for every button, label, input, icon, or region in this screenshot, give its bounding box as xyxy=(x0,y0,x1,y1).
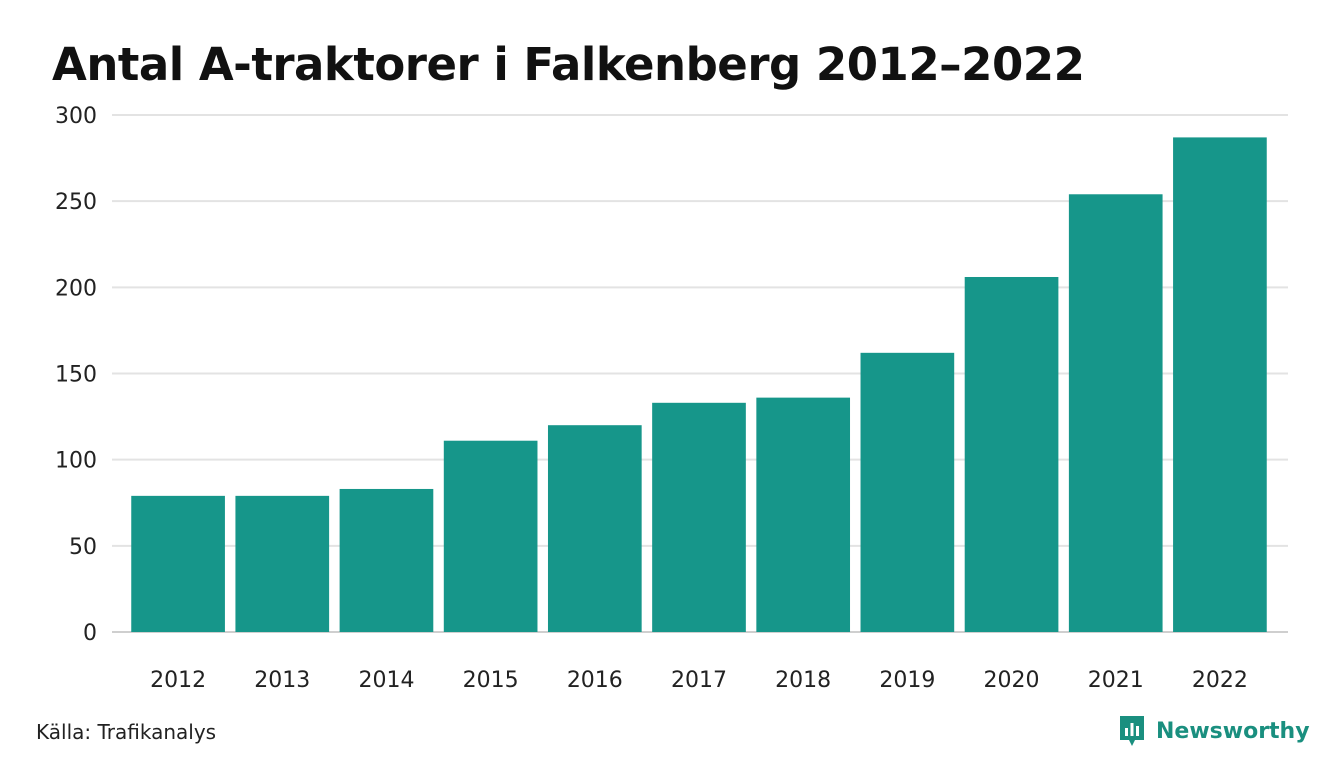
y-tick-label: 300 xyxy=(55,104,97,129)
brand-name: Newsworthy xyxy=(1156,718,1310,744)
bar-2015 xyxy=(443,440,538,632)
bar-2019 xyxy=(860,352,955,632)
x-tick-label: 2020 xyxy=(984,668,1040,693)
x-tick-label: 2018 xyxy=(775,668,831,693)
bar-2012 xyxy=(131,495,225,632)
bar-2016 xyxy=(547,425,642,632)
y-tick-label: 200 xyxy=(55,276,97,301)
x-tick-label: 2012 xyxy=(150,668,206,693)
x-tick-label: 2016 xyxy=(567,668,623,693)
x-tick-label: 2017 xyxy=(671,668,727,693)
bar-2013 xyxy=(235,495,330,632)
x-tick-label: 2013 xyxy=(254,668,310,693)
y-axis-ticks: 0 50 100 150 200 250 300 xyxy=(55,104,97,646)
bar-2022 xyxy=(1173,137,1267,633)
x-tick-label: 2014 xyxy=(358,668,414,693)
y-tick-label: 150 xyxy=(55,363,97,388)
x-axis-ticks: 2012 2013 2014 2015 2016 2017 2018 2019 2020 2021… xyxy=(150,668,1248,693)
bar-2018 xyxy=(756,397,851,632)
chart-title: Antal A-traktorer i Falkenberg 2012–2022 xyxy=(52,38,1085,91)
x-tick-label: 2015 xyxy=(463,668,519,693)
x-tick-label: 2021 xyxy=(1088,668,1144,693)
newsworthy-logo-icon xyxy=(1120,716,1144,746)
y-tick-label: 0 xyxy=(83,621,97,646)
x-tick-label: 2022 xyxy=(1192,668,1248,693)
y-tick-label: 50 xyxy=(69,535,97,560)
bar-2020 xyxy=(964,276,1059,632)
y-tick-label: 250 xyxy=(55,190,97,215)
brand: Newsworthy xyxy=(1118,714,1310,748)
bars xyxy=(131,137,1267,633)
bar-2021 xyxy=(1068,194,1163,633)
bar-2017 xyxy=(652,402,746,632)
bar-2014 xyxy=(339,488,434,632)
source-note: Källa: Trafikanalys xyxy=(36,720,217,744)
x-tick-label: 2019 xyxy=(879,668,935,693)
y-tick-label: 100 xyxy=(55,449,97,474)
